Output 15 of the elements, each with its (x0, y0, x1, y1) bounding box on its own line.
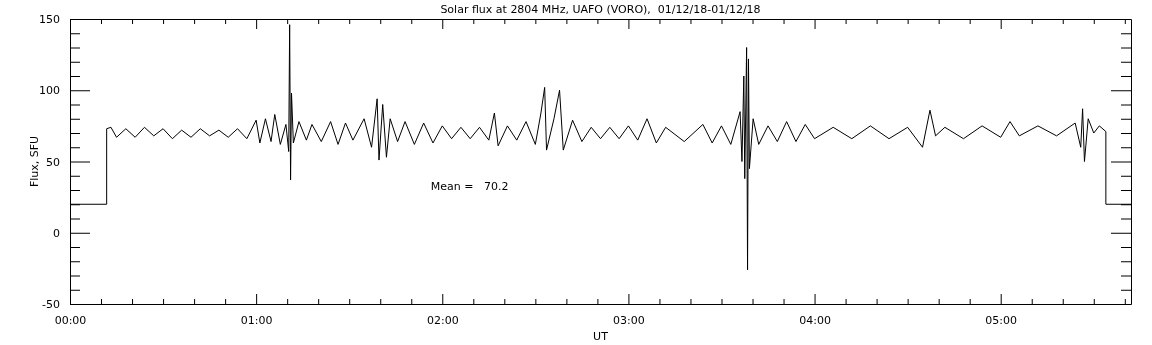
chart-title: Solar flux at 2804 MHz, UAFO (VORO), 01/12/18-01/12/18 (440, 3, 761, 16)
y-tick-label: 0 (53, 226, 60, 240)
x-tick-label: 00:00 (54, 313, 87, 327)
annotation: Mean = 70.2 (430, 180, 509, 193)
x-tick-label: 02:00 (426, 313, 459, 327)
y-tick-label: -50 (42, 298, 60, 312)
x-tick-label: 05:00 (985, 313, 1018, 327)
y-tick-label: 150 (39, 13, 60, 27)
x-tick-label: 04:00 (799, 313, 831, 327)
x-tick-label: 01:00 (240, 313, 273, 327)
y-tick-label: 100 (39, 84, 60, 98)
y-tick-label: 50 (46, 155, 60, 169)
x-axis-title: UT (593, 330, 609, 343)
y-axis-title: Flux, SFU (28, 135, 41, 188)
x-tick-label: 03:00 (613, 313, 645, 327)
